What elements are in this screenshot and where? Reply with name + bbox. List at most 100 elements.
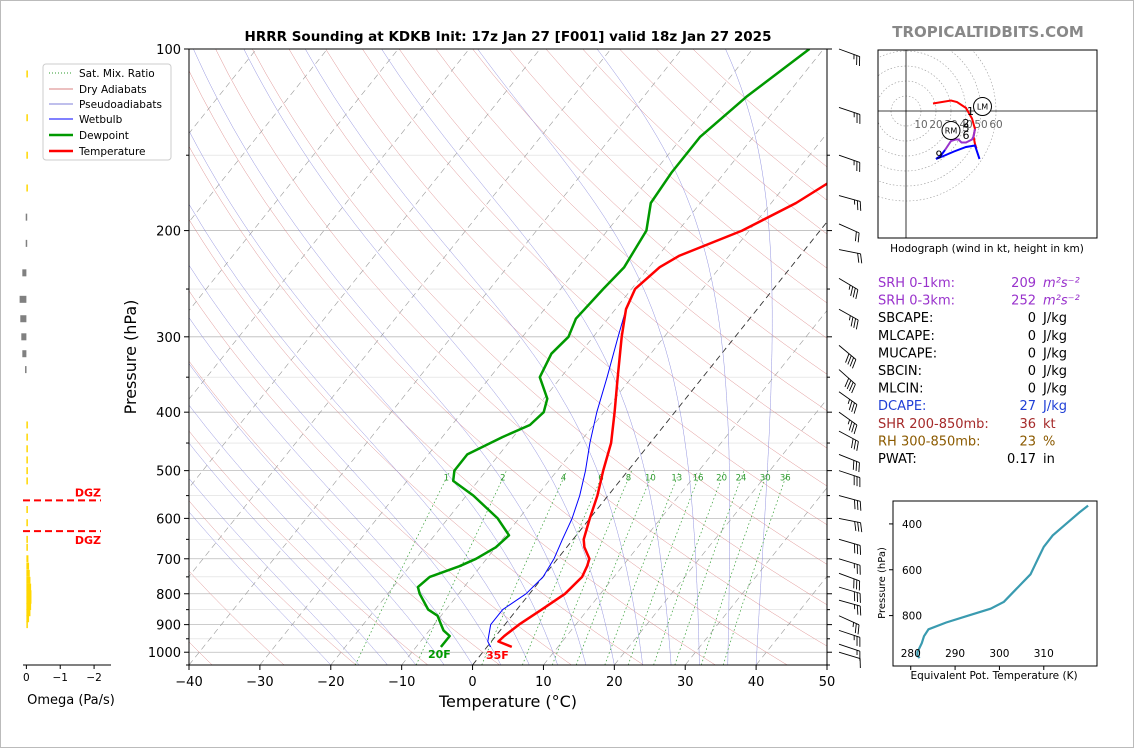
omega-tick-label: 0: [23, 672, 30, 684]
wind-barb: [839, 431, 858, 451]
theta-e-x-tick-label: 300: [989, 648, 1009, 660]
y-tick-label: 400: [156, 406, 181, 421]
omega-bar: [22, 269, 26, 276]
barb-flag: [854, 405, 857, 414]
barb-flag: [848, 356, 851, 365]
barb-flag: [852, 359, 855, 368]
barb-flag: [859, 463, 860, 472]
wind-barb: [839, 155, 860, 172]
dry-adiabat: [142, 49, 715, 665]
wind-barb: [839, 224, 859, 242]
theta-e-x-label: Equivalent Pot. Temperature (K): [910, 670, 1077, 682]
wind-barbs: [839, 49, 862, 668]
barb-flag: [860, 606, 861, 615]
mixing-ratio-label: 1: [444, 473, 449, 483]
barb-flag: [853, 288, 855, 297]
dry-adiabat: [216, 49, 860, 665]
dgz-label: DGZ: [75, 534, 101, 547]
omega-bar: [26, 506, 28, 513]
index-unit: J/kg: [1042, 346, 1067, 361]
x-tick-label: 40: [748, 675, 765, 690]
barb-flag: [856, 461, 857, 470]
x-tick-label: 50: [819, 675, 836, 690]
index-label: MLCIN:: [878, 382, 923, 397]
x-tick-label: 20: [606, 675, 623, 690]
omega-bar: [26, 536, 28, 543]
barb-half-flag: [848, 399, 849, 404]
wind-barb: [839, 644, 860, 660]
profile-dewpoint: [418, 49, 810, 647]
barb-flag: [858, 253, 859, 262]
mixing-ratio-label: 24: [736, 473, 747, 483]
index-value: 0.17: [1007, 452, 1036, 467]
barb-flag: [860, 201, 861, 210]
index-label: SBCAPE:: [878, 311, 933, 326]
omega-axis-label: Omega (Pa/s): [27, 693, 115, 708]
theta-e-y-tick-label: 400: [902, 519, 922, 531]
theta-e-plot: [917, 506, 1088, 658]
omega-bar: [26, 621, 28, 628]
legend-entry-pseudoadiabat: Pseudoadiabats: [79, 99, 162, 111]
barb-shaft: [839, 471, 860, 478]
dry-adiabat: [105, 49, 643, 665]
barb-shaft: [839, 309, 858, 320]
isotherm: [331, 49, 824, 665]
theta-e-frame: [893, 501, 1097, 666]
hodo-segment: [936, 146, 980, 160]
pseudoadiabat: [382, 49, 671, 665]
barb-shaft: [839, 616, 859, 625]
barb-flag: [852, 423, 855, 432]
omega-tick-label: −1: [52, 672, 67, 684]
index-unit: J/kg: [1042, 311, 1067, 326]
wind-barb: [839, 392, 857, 414]
barb-flag: [851, 287, 853, 296]
mixing-ratio-line: [723, 471, 788, 665]
legend: Sat. Mix. Ratio Dry Adiabats Pseudoadiab…: [43, 64, 171, 160]
omega-bar: [26, 114, 28, 121]
pseudoadiabat: [151, 49, 557, 665]
isotherm: [189, 49, 682, 665]
y-tick-label: 100: [156, 43, 181, 58]
index-unit: J/kg: [1042, 364, 1067, 379]
wind-barb: [839, 454, 859, 472]
y-tick-label: 300: [156, 331, 181, 346]
wind-barb: [839, 370, 855, 393]
wind-barb: [839, 587, 860, 603]
x-tick-label: 10: [535, 675, 552, 690]
mixing-ratio-label: 4: [561, 473, 566, 483]
omega-bar: [22, 350, 26, 357]
omega-bar: [20, 315, 26, 322]
mixing-ratio-line: [522, 471, 604, 665]
mixing-ratio-label: 30: [760, 473, 771, 483]
theta-e-x-tick-label: 280: [901, 648, 921, 660]
isotherm: [827, 49, 1133, 665]
barb-flag: [853, 460, 854, 469]
omega-bar: [26, 421, 28, 428]
mixing-ratio-line: [482, 471, 567, 665]
barb-flag: [849, 401, 852, 410]
omega-bar: [26, 214, 28, 221]
pseudoadiabat: [597, 49, 730, 665]
skewt-frame: [189, 49, 827, 665]
barb-half-flag: [849, 316, 850, 321]
legend-entry-wetbulb: Wetbulb: [79, 114, 123, 126]
index-unit: in: [1043, 452, 1055, 467]
y-tick-label: 600: [156, 512, 181, 527]
barb-shaft: [839, 454, 859, 462]
barb-flag: [861, 523, 862, 532]
barb-flag: [854, 500, 855, 509]
surface-temp-label: 35F: [486, 649, 509, 662]
legend-entry-temperature: Temperature: [78, 146, 146, 158]
wind-barb: [839, 412, 857, 434]
wind-barb: [839, 345, 856, 368]
barb-half-flag: [848, 420, 849, 425]
index-value: 252: [1011, 294, 1036, 309]
index-label: PWAT:: [878, 452, 917, 467]
wind-barb: [839, 107, 860, 123]
barb-flag: [849, 421, 852, 430]
index-label: SRH 0-3km:: [878, 294, 955, 309]
index-label: SBCIN:: [878, 364, 922, 379]
y-axis-label: Pressure (hPa): [121, 300, 140, 415]
barb-flag: [857, 201, 858, 210]
